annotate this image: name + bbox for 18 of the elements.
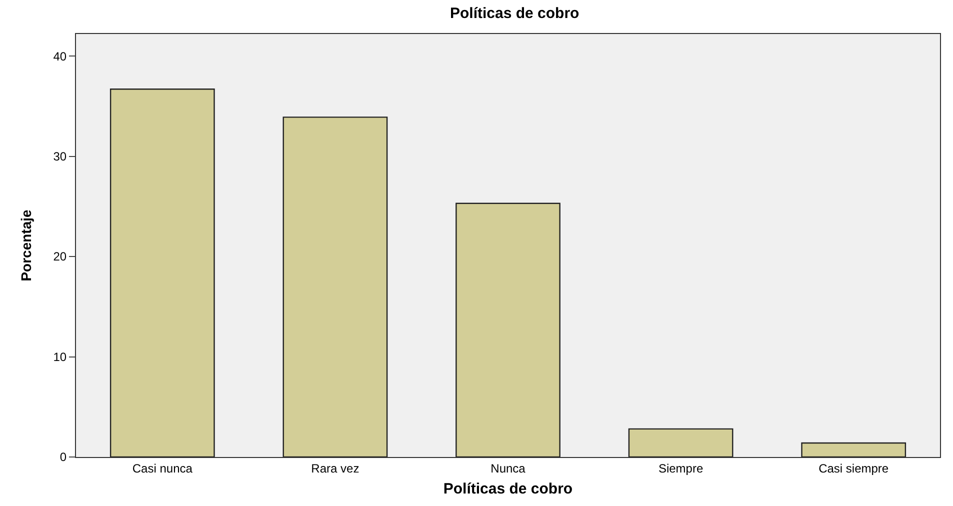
y-axis-title: Porcentaje [18, 209, 34, 282]
y-tick-label: 10 [53, 350, 67, 364]
x-tick-label: Rara vez [311, 461, 360, 476]
bar [628, 428, 734, 457]
bar [456, 202, 560, 457]
chart-title: Políticas de cobro [450, 4, 580, 22]
x-tick-label: Nunca [490, 461, 526, 476]
bar [110, 88, 215, 457]
x-axis-title: Políticas de cobro [443, 480, 573, 498]
y-tick-label: 30 [53, 149, 67, 164]
bar [801, 442, 906, 457]
y-tick-label: 0 [60, 450, 67, 464]
x-tick-label: Siempre [658, 461, 704, 476]
bar [282, 116, 388, 457]
x-tick-label: Casi nunca [132, 461, 193, 476]
x-tick-label: Casi siempre [818, 461, 889, 476]
y-tick-label: 40 [53, 49, 67, 64]
y-tick-label: 20 [53, 250, 67, 264]
